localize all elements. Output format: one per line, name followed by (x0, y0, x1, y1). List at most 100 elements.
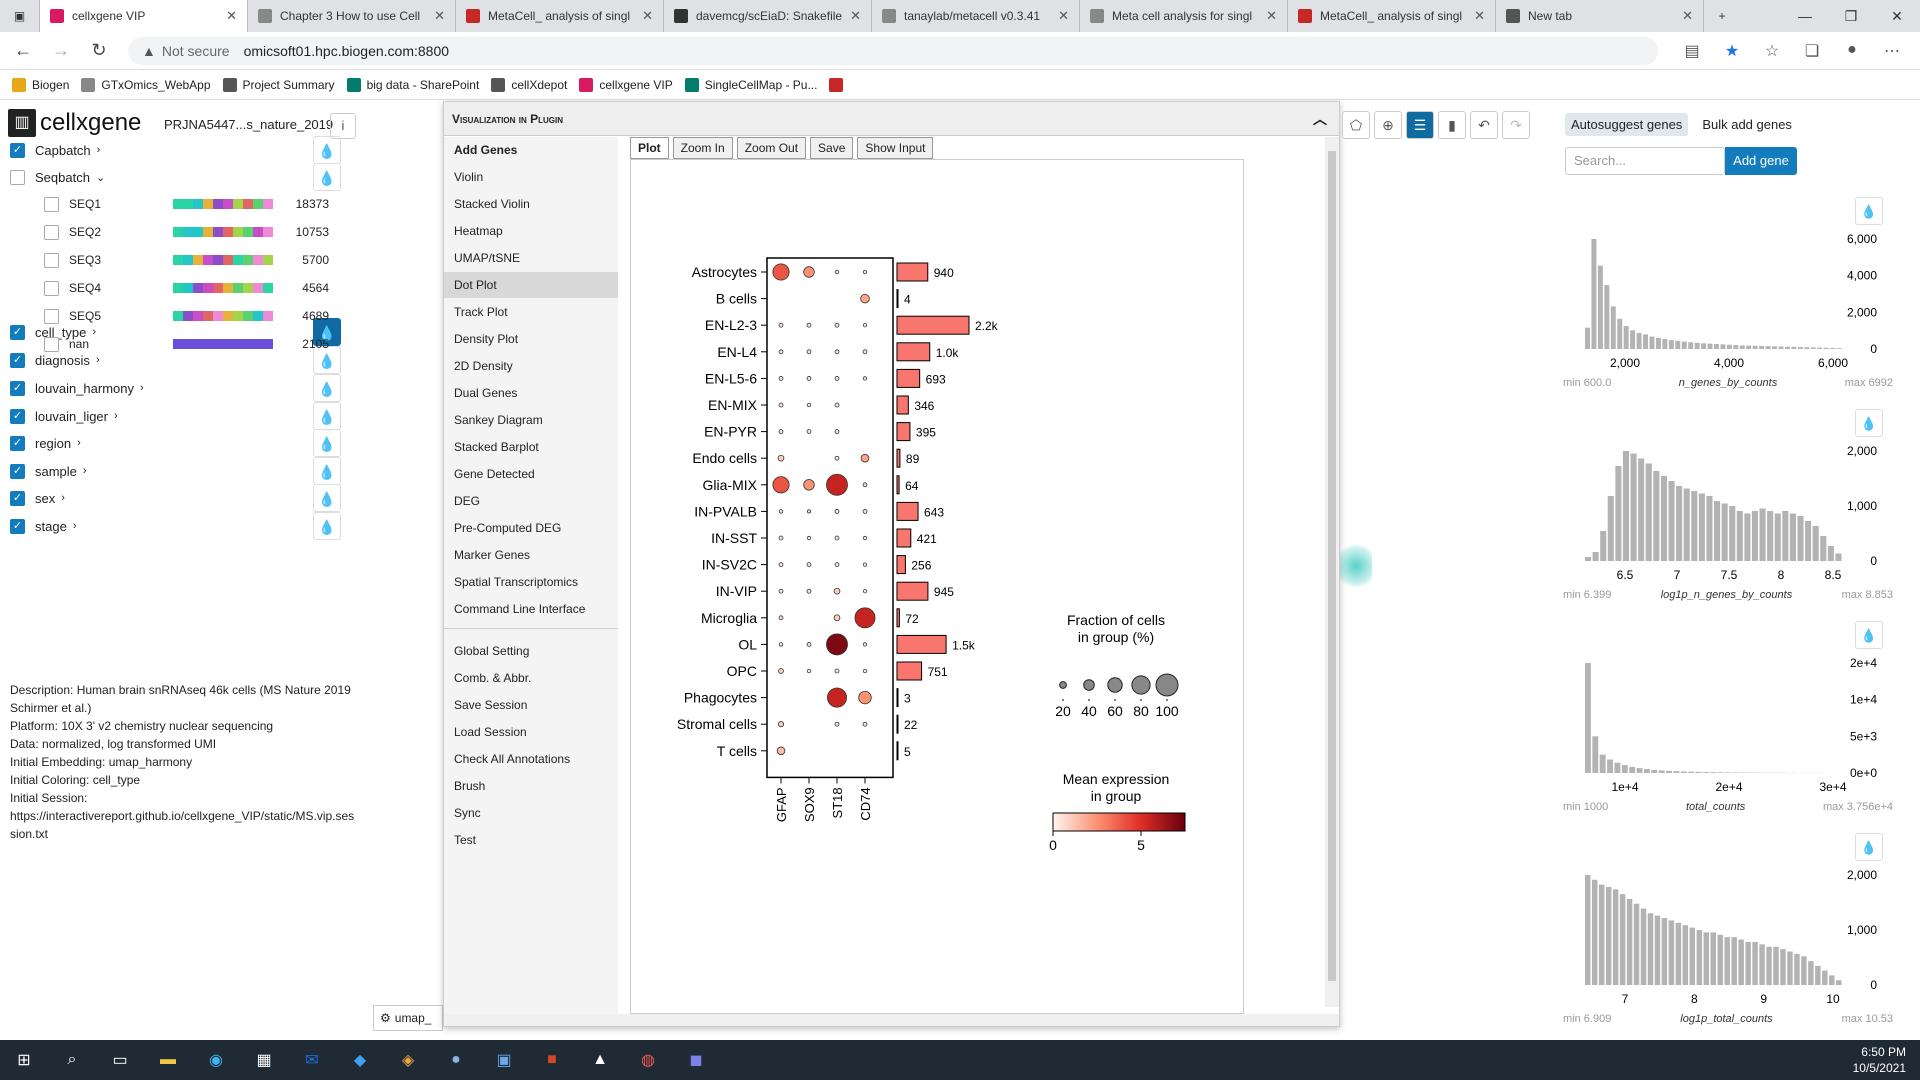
histogram-chart[interactable]: 2e+4 1e+4 5e+3 0e+0 1e+4 2e+4 3e+4 (1555, 615, 1895, 800)
plugin-menu-stacked-violin[interactable]: Stacked Violin (454, 197, 530, 211)
chevron-right-icon[interactable]: › (61, 492, 65, 504)
category-checkbox[interactable]: ✓ (10, 408, 25, 424)
gene-tab-1[interactable]: Bulk add genes (1702, 117, 1792, 132)
photos-icon[interactable]: ▣ (496, 1052, 512, 1069)
color-by-gene-drop-icon[interactable]: 💧 (1855, 621, 1883, 649)
color-by-drop-icon[interactable]: 💧 (313, 346, 341, 374)
category-region[interactable]: ✓ region › 💧 (10, 429, 355, 457)
browser-tab-5[interactable]: Meta cell analysis for singl ✕ (1080, 0, 1288, 32)
undo-icon[interactable]: ↶ (1470, 111, 1498, 139)
category-Seqbatch[interactable]: Seqbatch ⌄ 💧 (10, 163, 355, 191)
add-gene-button[interactable]: Add gene (1725, 147, 1797, 175)
plugin-menu-umap-tsne[interactable]: UMAP/tSNE (454, 251, 521, 265)
seqbatch-value-SEQ5[interactable]: SEQ5 4689 (44, 303, 354, 329)
plugin-horizontal-scrollbar[interactable] (444, 1014, 1339, 1026)
category-sample[interactable]: ✓ sample › 💧 (10, 457, 355, 485)
bookmark-5[interactable]: cellxgene VIP (579, 77, 673, 92)
gene-tab-0[interactable]: Autosuggest genes (1565, 113, 1689, 136)
close-icon[interactable]: ✕ (1891, 7, 1903, 24)
plugin-menu-marker-genes[interactable]: Marker Genes (454, 548, 531, 562)
store-icon[interactable]: ▦ (256, 1052, 272, 1069)
r-icon[interactable]: ● (451, 1051, 461, 1068)
list-icon[interactable]: ☰ (1406, 111, 1434, 139)
plugin-menu-sync[interactable]: Sync (454, 806, 481, 820)
plugin-menu-spatial-transcriptomics[interactable]: Spatial Transcriptomics (454, 575, 579, 589)
category-checkbox[interactable]: ✓ (10, 142, 25, 158)
category-checkbox[interactable] (10, 169, 25, 185)
category-checkbox[interactable]: ✓ (10, 518, 25, 534)
chevron-right-icon[interactable]: › (96, 144, 101, 156)
plugin-menu-dual-genes[interactable]: Dual Genes (454, 386, 518, 400)
tab-close-icon[interactable]: ✕ (642, 8, 653, 23)
category-cell_type[interactable]: ✓ cell_type › 💧 (10, 318, 355, 346)
plugin-menu-track-plot[interactable]: Track Plot (454, 305, 508, 319)
color-by-drop-icon[interactable]: 💧 (313, 402, 341, 430)
category-diagnosis[interactable]: ✓ diagnosis › 💧 (10, 346, 355, 374)
collections-icon[interactable]: ❏ (1804, 42, 1820, 60)
color-by-drop-icon[interactable]: 💧 (313, 484, 341, 512)
value-checkbox[interactable] (44, 252, 59, 268)
browser-tab-4[interactable]: tanaylab/metacell v0.3.41 ✕ (872, 0, 1080, 32)
plugin-menu-global-setting[interactable]: Global Setting (454, 644, 530, 658)
minimize-icon[interactable]: — (1798, 8, 1812, 24)
category-stage[interactable]: ✓ stage › 💧 (10, 512, 355, 540)
tab-close-icon[interactable]: ✕ (434, 8, 445, 23)
plugin-menu-2d-density[interactable]: 2D Density (454, 359, 513, 373)
chevron-right-icon[interactable]: › (140, 382, 144, 394)
color-by-gene-drop-icon[interactable]: 💧 (1855, 833, 1883, 861)
gene-search-input[interactable]: Search... (1565, 147, 1725, 175)
seqbatch-value-SEQ3[interactable]: SEQ3 5700 (44, 247, 354, 273)
category-checkbox[interactable]: ✓ (10, 380, 25, 396)
plugin-menu-command-line-interface[interactable]: Command Line Interface (454, 602, 586, 616)
plugin-menu-pre-computed-deg[interactable]: Pre-Computed DEG (454, 521, 562, 535)
tab-close-icon[interactable]: ✕ (226, 8, 237, 23)
bookmark-3[interactable]: big data - SharePoint (346, 77, 479, 92)
seqbatch-value-SEQ2[interactable]: SEQ2 10753 (44, 219, 354, 245)
plugin-menu-comb-abbr-[interactable]: Comb. & Abbr. (454, 671, 532, 685)
outlook-icon[interactable]: ✉ (305, 1052, 319, 1069)
browser-tab-7[interactable]: New tab ✕ (1496, 0, 1704, 32)
tab-close-icon[interactable]: ✕ (1058, 8, 1069, 23)
windows-start-icon[interactable]: ⊞ (17, 1052, 31, 1069)
plugin-menu-density-plot[interactable]: Density Plot (454, 332, 519, 346)
pdf-bookmark-icon[interactable] (829, 77, 844, 92)
plugin-menu-load-session[interactable]: Load Session (454, 725, 527, 739)
git-icon[interactable]: ◈ (401, 1052, 415, 1069)
file-explorer-icon[interactable]: ▬ (160, 1051, 176, 1068)
scroll-thumb[interactable] (1328, 151, 1336, 981)
profile-avatar[interactable]: ● (1847, 40, 1857, 58)
seqbatch-value-SEQ4[interactable]: SEQ4 4564 (44, 275, 354, 301)
back-icon[interactable]: ← (14, 40, 32, 60)
category-checkbox[interactable]: ✓ (10, 352, 25, 368)
more-icon[interactable]: ⋯ (1884, 42, 1900, 60)
histogram-chart[interactable]: 2,000 1,000 0 7 8 9 10 (1555, 827, 1895, 1012)
histogram-chart[interactable]: 6,000 4,000 2,000 0 2,000 4,000 6,000 (1555, 191, 1895, 376)
category-checkbox[interactable]: ✓ (10, 490, 25, 506)
favorite-star-icon[interactable]: ★ (1724, 42, 1740, 60)
plugin-menu-violin[interactable]: Violin (454, 170, 484, 184)
color-by-drop-icon[interactable]: 💧 (313, 374, 341, 402)
color-by-drop-icon[interactable]: 💧 (313, 318, 341, 346)
bookmark-0[interactable]: Biogen (12, 77, 69, 92)
plugin-menu-deg[interactable]: DEG (454, 494, 481, 508)
plot-show-input-button[interactable]: Show Input (857, 137, 934, 159)
value-checkbox[interactable] (44, 308, 59, 324)
search-icon[interactable]: ⌕ (67, 1051, 77, 1068)
histogram-chart[interactable]: 2,000 1,000 0 6.5 7 7.5 8 8.5 (1555, 403, 1895, 588)
plugin-vertical-scrollbar[interactable] (1325, 137, 1339, 1007)
redo-icon[interactable]: ↷ (1502, 111, 1530, 139)
edge-icon[interactable]: ◉ (209, 1052, 223, 1069)
category-checkbox[interactable]: ✓ (10, 463, 25, 479)
category-checkbox[interactable]: ✓ (10, 435, 25, 451)
color-by-drop-icon[interactable]: 💧 (313, 136, 341, 164)
tab-close-icon[interactable]: ✕ (1682, 8, 1693, 23)
plugin-menu-add-genes[interactable]: Add Genes (454, 143, 518, 157)
chevron-down-icon[interactable]: ⌄ (95, 171, 106, 184)
browser-tab-0[interactable]: cellxgene VIP ✕ (40, 0, 248, 32)
chrome-icon[interactable]: ◍ (641, 1052, 655, 1069)
value-checkbox[interactable] (44, 196, 59, 212)
seqbatch-value-SEQ1[interactable]: SEQ1 18373 (44, 191, 354, 217)
url-text[interactable]: omicsoft01.hpc.biogen.com:8800 (243, 42, 450, 59)
lasso-icon[interactable]: ⬠ (1342, 111, 1370, 139)
chevron-right-icon[interactable]: › (82, 465, 87, 477)
